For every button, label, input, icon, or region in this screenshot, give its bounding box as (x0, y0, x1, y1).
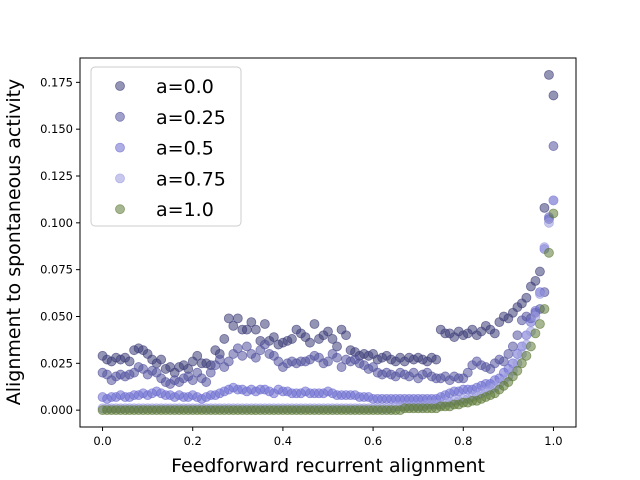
x-tick-label: 0.2 (184, 434, 202, 448)
x-tick-label: 0.8 (454, 434, 472, 448)
point (237, 350, 248, 361)
point (489, 328, 500, 339)
legend-label: a=0.75 (156, 168, 226, 190)
point (548, 90, 559, 101)
legend-label: a=0.25 (156, 107, 226, 129)
data-points (97, 69, 559, 416)
point (336, 362, 347, 372)
legend-marker (115, 204, 125, 215)
point (228, 320, 239, 331)
point (250, 324, 261, 335)
series-1 (97, 141, 559, 389)
point (535, 289, 545, 299)
legend-marker (115, 111, 125, 122)
point (539, 202, 550, 213)
point (205, 367, 216, 378)
point (535, 266, 545, 277)
legend: a=0.0 a=0.25 a=0.5 a=0.75 a=1.0 (90, 66, 242, 227)
point (431, 354, 442, 365)
x-tick-label: 0.6 (364, 434, 382, 448)
point (521, 350, 532, 361)
point (327, 334, 338, 344)
point (530, 275, 541, 286)
point (323, 356, 333, 367)
y-tick-label: 0.100 (40, 216, 73, 230)
point (287, 334, 297, 344)
point (232, 313, 243, 324)
point (548, 208, 559, 219)
point (512, 365, 523, 376)
point (535, 319, 545, 329)
legend-label: a=0.5 (156, 138, 214, 160)
point (462, 367, 473, 378)
series-0 (97, 69, 559, 378)
point (539, 304, 550, 314)
point (521, 292, 532, 303)
point (341, 330, 351, 341)
y-tick-label: 0.000 (40, 403, 73, 417)
point (512, 330, 523, 341)
x-tick-label: 0.0 (93, 434, 111, 448)
point (246, 317, 257, 328)
point (544, 247, 554, 258)
point (223, 356, 234, 367)
legend-marker (115, 173, 125, 184)
point (530, 328, 541, 339)
y-tick-label: 0.175 (40, 75, 73, 89)
point (548, 195, 559, 206)
y-tick-label: 0.075 (40, 263, 73, 277)
point (268, 332, 279, 342)
point (219, 334, 230, 344)
legend-label: a=1.0 (156, 199, 214, 221)
point (259, 319, 270, 329)
point (309, 319, 320, 329)
point (544, 217, 554, 228)
legend-marker (115, 81, 125, 91)
point (192, 350, 203, 361)
legend-label: a=0.0 (156, 76, 214, 98)
point (548, 141, 559, 151)
point (156, 354, 167, 365)
point (516, 358, 527, 369)
point (332, 341, 342, 352)
point (124, 356, 135, 367)
point (323, 326, 333, 337)
y-tick-label: 0.125 (40, 169, 73, 183)
y-axis-ticks: 0.000 0.025 0.050 0.075 0.100 0.125 0.150 0.175 (40, 75, 80, 417)
y-tick-label: 0.025 (40, 356, 73, 370)
legend-box (90, 66, 242, 227)
plot-frame (79, 57, 577, 428)
x-axis-ticks: 0.0 0.2 0.4 0.6 0.8 1.0 (93, 427, 563, 448)
x-tick-label: 1.0 (544, 434, 562, 448)
x-tick-label: 0.4 (274, 434, 292, 448)
point (332, 352, 342, 363)
point (259, 339, 270, 350)
point (526, 341, 536, 352)
y-tick-label: 0.150 (40, 122, 73, 136)
point (201, 377, 212, 387)
point (305, 337, 315, 348)
point (250, 352, 261, 363)
point (241, 341, 252, 352)
y-axis-label: Alignment to spontaneous activity (3, 79, 25, 406)
point (530, 311, 541, 322)
x-axis-label: Feedforward recurrent alignment (171, 455, 485, 477)
series-4 (97, 208, 559, 416)
legend-marker (115, 142, 125, 153)
point (544, 69, 554, 80)
y-tick-label: 0.050 (40, 309, 73, 323)
